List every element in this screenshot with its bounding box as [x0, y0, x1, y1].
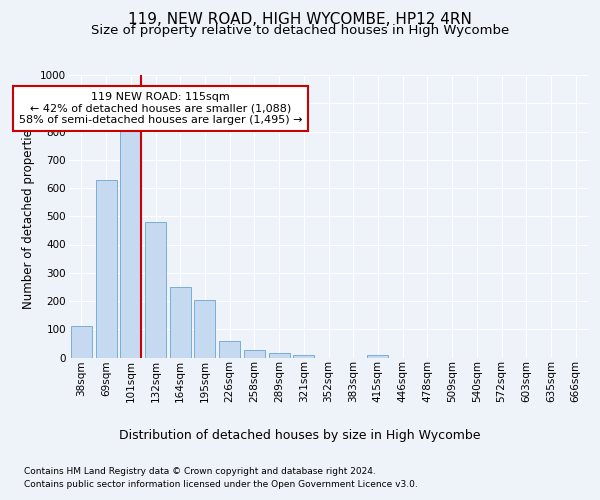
- Bar: [71, 326, 92, 358]
- Text: Contains HM Land Registry data © Crown copyright and database right 2024.: Contains HM Land Registry data © Crown c…: [24, 468, 376, 476]
- Bar: [269, 354, 290, 358]
- Text: 119 NEW ROAD: 115sqm
← 42% of detached houses are smaller (1,088)
58% of semi-de: 119 NEW ROAD: 115sqm ← 42% of detached h…: [19, 92, 302, 125]
- Bar: [194, 300, 215, 358]
- Bar: [170, 287, 191, 358]
- Bar: [367, 354, 388, 358]
- Text: Distribution of detached houses by size in High Wycombe: Distribution of detached houses by size …: [119, 430, 481, 442]
- Bar: [219, 340, 240, 357]
- Text: Contains public sector information licensed under the Open Government Licence v3: Contains public sector information licen…: [24, 480, 418, 489]
- Text: 119, NEW ROAD, HIGH WYCOMBE, HP12 4RN: 119, NEW ROAD, HIGH WYCOMBE, HP12 4RN: [128, 12, 472, 28]
- Bar: [145, 222, 166, 358]
- Bar: [244, 350, 265, 358]
- Text: Size of property relative to detached houses in High Wycombe: Size of property relative to detached ho…: [91, 24, 509, 37]
- Bar: [120, 130, 141, 358]
- Bar: [293, 355, 314, 358]
- Bar: [95, 180, 116, 358]
- Y-axis label: Number of detached properties: Number of detached properties: [22, 123, 35, 309]
